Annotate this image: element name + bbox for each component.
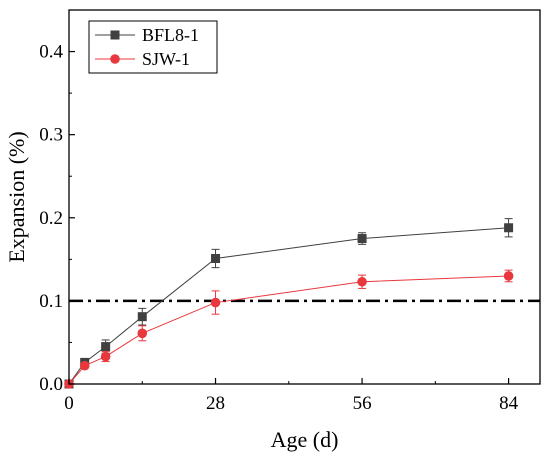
legend-label-bfl8-1: BFL8-1 [142,25,199,45]
y-tick-label: 0.3 [39,125,63,146]
y-tick-label: 0.0 [39,374,63,395]
data-point-sjw-1 [79,360,90,371]
y-tick-label: 0.1 [39,291,63,312]
data-point-sjw-1 [357,276,367,287]
x-tick-label: 28 [206,393,225,414]
x-tick-label: 56 [353,393,372,414]
x-tick-label: 0 [64,393,74,414]
data-point-sjw-1 [503,271,514,281]
legend-marker-bfl8-1 [110,30,120,40]
data-point-sjw-1 [137,328,148,339]
legend: BFL8-1 SJW-1 [88,20,218,74]
legend-box [88,20,218,74]
data-point-bfl8-1 [504,223,514,233]
plot-area [64,218,540,389]
plot-frame [68,9,541,385]
data-point-bfl8-1 [137,312,147,322]
data-point-bfl8-1 [357,234,367,244]
y-tick-label: 0.2 [39,208,63,229]
y-axis-title: Expansion (%) [4,131,29,262]
series-line-sjw-1 [68,275,509,385]
data-point-sjw-1 [100,351,111,362]
data-point-bfl8-1 [101,342,111,352]
x-axis-title: Age (d) [271,427,339,452]
data-point-sjw-1 [210,297,221,308]
x-tick-label: 84 [499,393,519,414]
axes: 0 28 56 84 0.0 0.1 0.2 0.3 0.4 [39,9,541,414]
data-point-bfl8-1 [211,254,221,264]
series-line-bfl8-1 [68,227,509,385]
y-tick-label: 0.4 [39,42,63,63]
legend-label-sjw-1: SJW-1 [142,49,190,69]
legend-marker-sjw-1 [110,54,120,64]
